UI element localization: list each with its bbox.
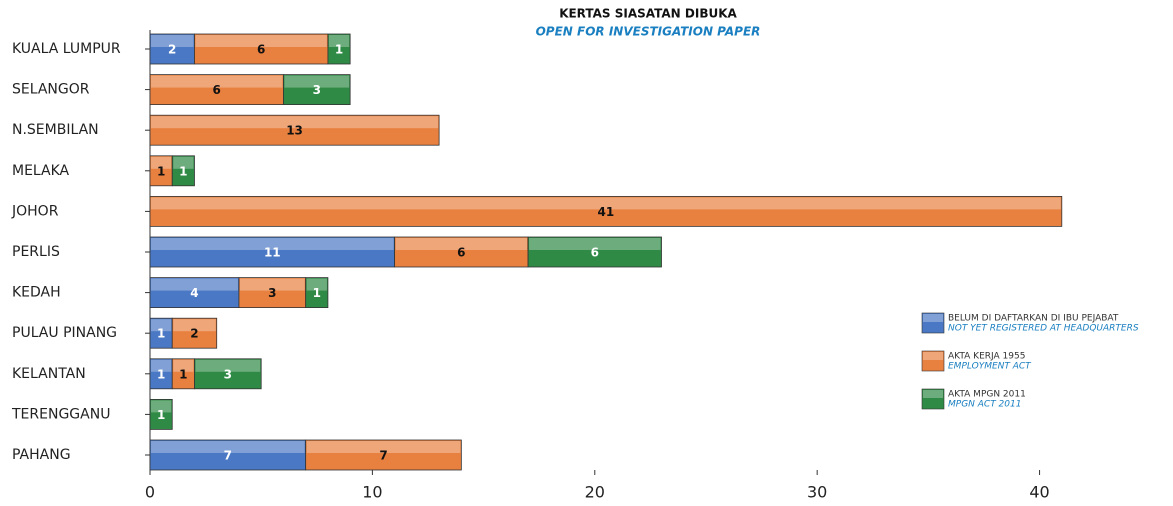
bar-highlight <box>173 359 194 372</box>
bar-highlight <box>306 278 327 291</box>
bar-highlight <box>151 156 172 169</box>
bar-segment <box>171 155 195 187</box>
bar-highlight <box>151 278 238 291</box>
bar-segment <box>194 358 262 390</box>
bar-highlight <box>173 319 216 332</box>
data-label: 3 <box>268 286 276 300</box>
bar-highlight <box>151 35 194 47</box>
data-label: 1 <box>179 367 187 381</box>
x-tick-label: 20 <box>585 483 605 502</box>
bar-highlight <box>151 75 283 88</box>
category-label: TERENGGANU <box>11 406 110 422</box>
bar-highlight <box>151 319 172 332</box>
bar-segment <box>149 33 195 65</box>
x-tick-label: 40 <box>1029 483 1049 502</box>
x-tick-label: 30 <box>807 483 827 502</box>
bar-segment <box>149 74 284 105</box>
data-label: 7 <box>379 449 387 463</box>
data-label: 13 <box>286 124 303 138</box>
category-label: KELANTAN <box>12 366 86 382</box>
category-label: KUALA LUMPUR <box>12 41 121 57</box>
data-label: 6 <box>457 246 465 260</box>
bar-highlight <box>151 400 172 413</box>
legend-highlight <box>923 352 943 360</box>
data-label: 6 <box>213 83 221 97</box>
data-label: 1 <box>157 327 165 341</box>
bar-highlight <box>306 441 461 453</box>
bar-segment <box>149 439 307 471</box>
bar-highlight <box>195 359 261 372</box>
chart-subtitle: OPEN FOR INVESTIGATION PAPER <box>536 25 761 39</box>
bar-segment <box>327 33 351 65</box>
bar-highlight <box>395 238 528 250</box>
legend-highlight <box>923 390 943 398</box>
data-label: 41 <box>598 205 615 219</box>
data-label: 3 <box>313 83 321 97</box>
category-label: PULAU PINANG <box>12 325 117 341</box>
bar-highlight <box>173 156 194 169</box>
bar-highlight <box>151 197 1061 210</box>
category-label: N.SEMBILAN <box>12 122 99 138</box>
bar-highlight <box>239 278 305 291</box>
data-label: 4 <box>190 286 198 300</box>
data-label: 1 <box>313 286 321 300</box>
data-label: 1 <box>179 164 187 178</box>
bar-highlight <box>195 35 327 47</box>
bar-segment <box>149 195 1063 227</box>
bar-highlight <box>151 441 305 453</box>
legend-label: AKTA KERJA 1955 <box>948 352 1025 362</box>
bar-segment <box>149 398 173 430</box>
data-label: 2 <box>168 43 176 57</box>
bar-segment <box>171 317 218 349</box>
bar-segment <box>149 114 440 146</box>
legend-swatch <box>921 388 945 410</box>
data-label: 1 <box>157 367 165 381</box>
data-label: 6 <box>591 246 599 260</box>
data-label: 7 <box>224 449 232 463</box>
bar-highlight <box>151 238 394 250</box>
bar-segment <box>149 236 396 268</box>
category-label: SELANGOR <box>12 82 90 98</box>
x-tick-label: 0 <box>145 483 155 502</box>
bar-segment <box>238 277 307 309</box>
legend-label: BELUM DI DAFTARKAN DI IBU PEJABAT <box>948 314 1119 324</box>
bar-segment <box>527 236 662 268</box>
bar-highlight <box>328 35 350 47</box>
bar-segment <box>305 277 329 309</box>
category-label: KEDAH <box>12 285 61 301</box>
legend-label: AKTA MPGN 2011 <box>948 390 1026 400</box>
bar-segment <box>149 277 240 309</box>
data-label: 11 <box>264 246 281 260</box>
x-tick-label: 10 <box>362 483 382 502</box>
category-label: PERLIS <box>12 244 60 260</box>
category-label: PAHANG <box>12 447 71 463</box>
data-label: 3 <box>224 367 232 381</box>
bar-highlight <box>151 116 439 129</box>
data-label: 2 <box>190 327 198 341</box>
legend-swatch <box>921 350 945 372</box>
bar-segment <box>283 74 351 105</box>
category-label: MELAKA <box>12 163 70 179</box>
data-label: 6 <box>257 43 265 57</box>
data-label: 1 <box>335 43 343 57</box>
legend-label-en: NOT YET REGISTERED AT HEADQUARTERS <box>948 324 1139 334</box>
category-label: JOHOR <box>11 203 59 219</box>
legend-swatch <box>921 312 945 334</box>
legend-label-en: EMPLOYMENT ACT <box>948 362 1032 372</box>
bar-highlight <box>284 75 350 88</box>
bar-highlight <box>529 238 661 250</box>
data-label: 1 <box>157 164 165 178</box>
chart-title: KERTAS SIASATAN DIBUKA <box>559 7 737 21</box>
legend-highlight <box>923 314 943 322</box>
bar-segment <box>305 439 462 471</box>
legend-label-en: MPGN ACT 2011 <box>948 400 1021 410</box>
bar-highlight <box>151 359 172 372</box>
bar-segment <box>394 236 529 268</box>
data-label: 1 <box>157 408 165 422</box>
